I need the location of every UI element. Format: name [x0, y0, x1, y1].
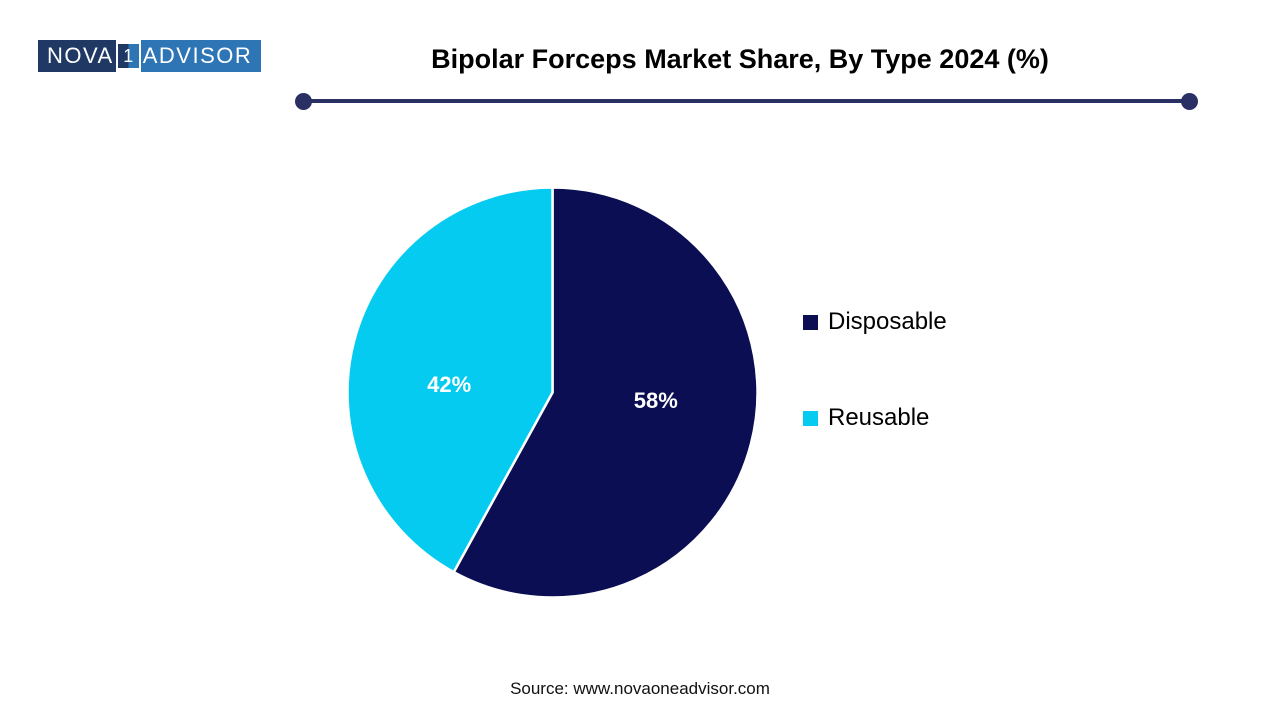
logo-number-box: 1 [115, 42, 141, 70]
legend-item-disposable: Disposable [803, 306, 947, 338]
logo-text-nova: NOVA [38, 40, 116, 72]
nova-one-advisor-logo: NOVA 1 ADVISOR [38, 40, 262, 72]
pie-data-label-disposable: 58% [634, 388, 678, 413]
legend-label-disposable: Disposable [828, 308, 947, 335]
source-attribution: Source: www.novaoneadvisor.com [510, 679, 770, 698]
logo-text-advisor: ADVISOR [140, 40, 262, 72]
legend-swatch-reusable [803, 410, 818, 426]
divider-endpoint-left [295, 92, 312, 110]
pie-slice-disposable [452, 186, 759, 599]
divider-endpoint-right [1181, 92, 1198, 110]
pie-chart-svg: 58% 42% [346, 186, 759, 599]
legend-item-reusable: Reusable [803, 402, 947, 434]
pie-slice-reusable [346, 186, 554, 574]
legend-swatch-disposable [803, 314, 818, 330]
chart-title: Bipolar Forceps Market Share, By Type 20… [431, 44, 1049, 74]
pie-data-label-reusable: 42% [427, 372, 471, 397]
title-divider-line [295, 92, 1198, 110]
pie-chart: 58% 42% [342, 182, 763, 603]
legend-label-reusable: Reusable [828, 404, 930, 431]
chart-legend: Disposable Reusable [803, 306, 947, 498]
